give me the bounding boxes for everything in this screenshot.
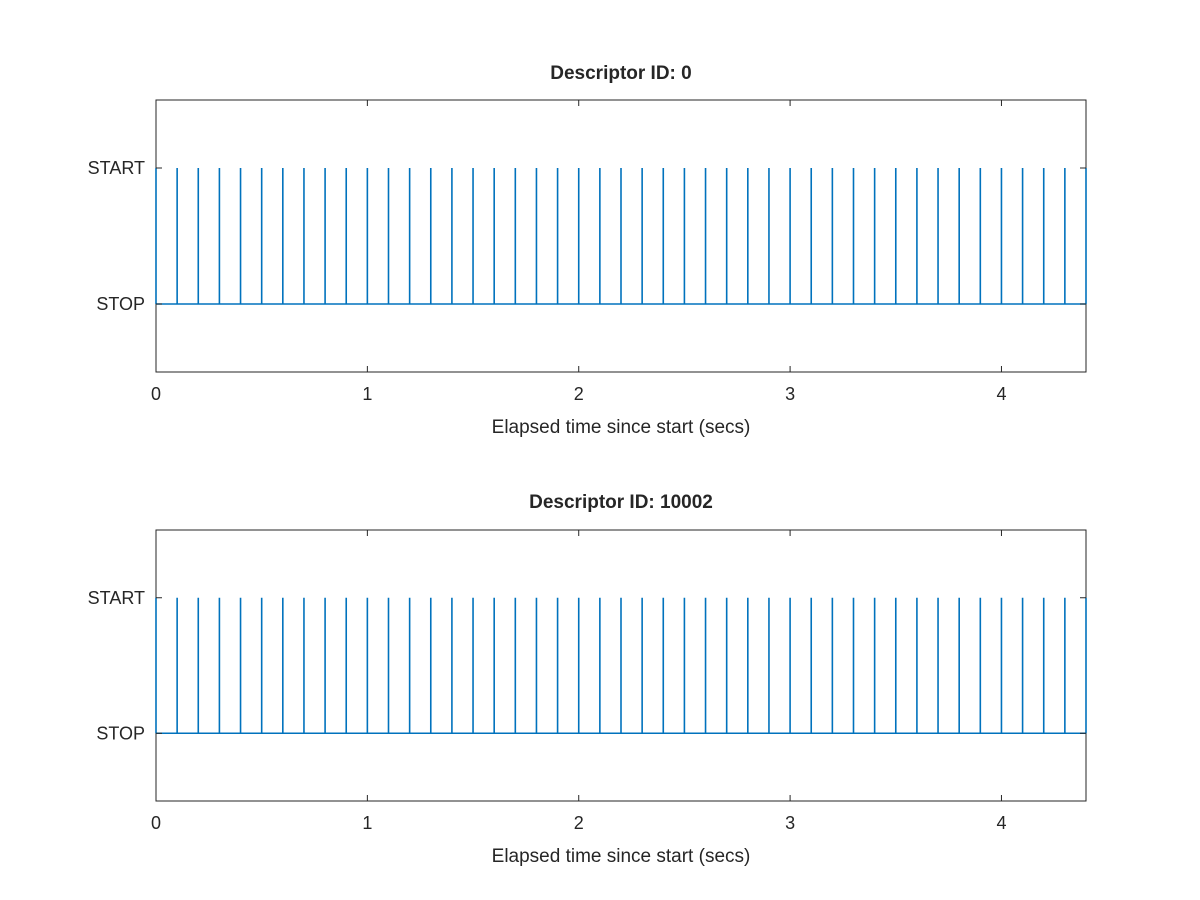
y-tick-label: STOP <box>96 723 145 743</box>
x-axis-ticks: 0 1 2 3 4 <box>151 100 1006 404</box>
x-tick-label: 3 <box>785 813 795 833</box>
x-tick-label: 3 <box>785 384 795 404</box>
x-axis-label: Elapsed time since start (secs) <box>492 846 751 867</box>
subplot-2: Descriptor ID: 10002 0 1 2 3 4 STOP START Ela… <box>88 492 1087 867</box>
x-axis-ticks: 0 1 2 3 4 <box>151 530 1006 833</box>
series-pulses <box>155 168 1087 305</box>
y-tick-label: START <box>88 588 145 608</box>
x-tick-label: 2 <box>574 384 584 404</box>
series-pulses <box>155 597 1087 735</box>
x-tick-label: 0 <box>151 384 161 404</box>
chart-title: Descriptor ID: 0 <box>550 63 691 84</box>
chart-title: Descriptor ID: 10002 <box>529 492 713 513</box>
x-tick-label: 2 <box>574 813 584 833</box>
x-tick-label: 4 <box>996 813 1006 833</box>
y-axis-ticks: STOP START <box>88 588 1086 743</box>
x-tick-label: 4 <box>996 384 1006 404</box>
x-tick-label: 0 <box>151 813 161 833</box>
subplot-1: Descriptor ID: 0 0 1 2 3 4 STOP START Elapsed… <box>88 63 1087 438</box>
y-tick-label: START <box>88 158 145 178</box>
y-tick-label: STOP <box>96 294 145 314</box>
y-axis-ticks: STOP START <box>88 158 1086 314</box>
x-tick-label: 1 <box>362 384 372 404</box>
x-tick-label: 1 <box>362 813 372 833</box>
x-axis-label: Elapsed time since start (secs) <box>492 417 751 438</box>
